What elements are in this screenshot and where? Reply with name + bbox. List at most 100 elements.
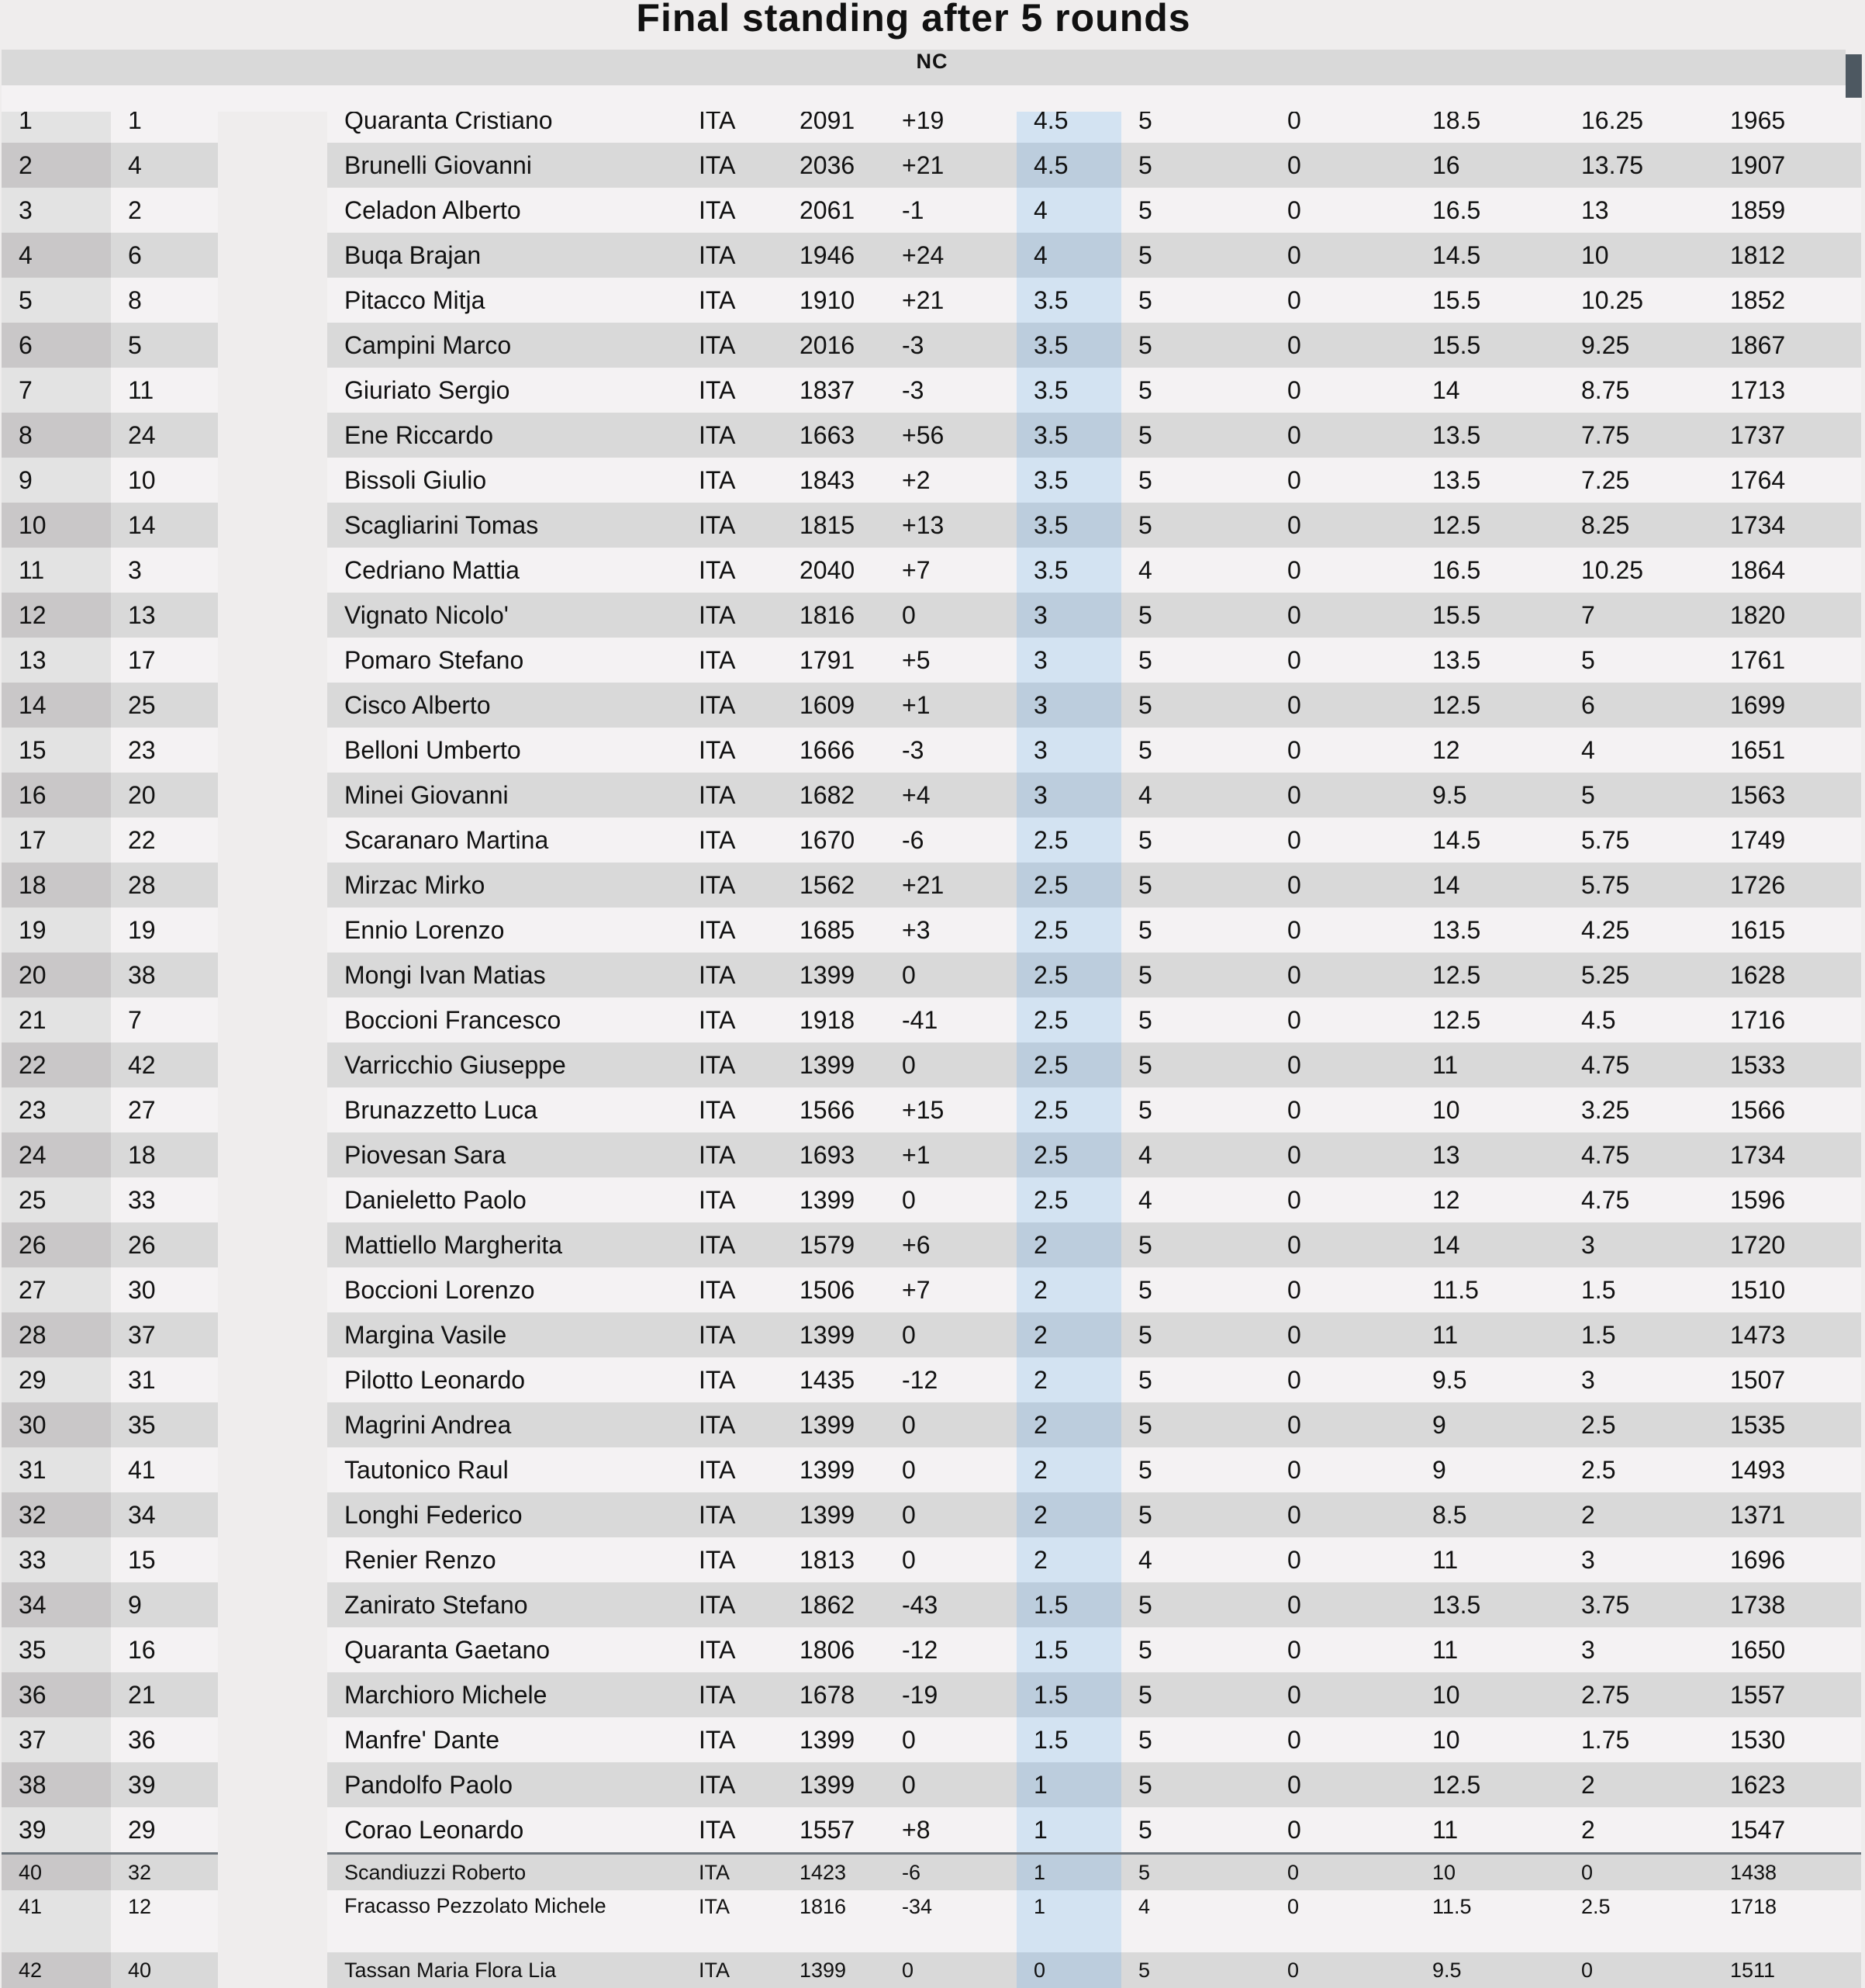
cell-name: Ene Riccardo <box>327 413 682 458</box>
table-row: 24CNBrunelli GiovanniITA2036+214.5501613… <box>2 50 1861 188</box>
cell-rtg-diff: +21 <box>885 863 1017 908</box>
cell-rep: 5 <box>1121 638 1270 683</box>
cell-rtg-diff: -6 <box>885 1852 1017 1890</box>
cell-rtg-diff: +5 <box>885 638 1017 683</box>
cell-rep: 5 <box>1121 1222 1270 1267</box>
cell-rep: 5 <box>1121 188 1270 233</box>
cell-apro: 1507 <box>1713 1357 1861 1402</box>
cell-name: Giuriato Sergio <box>327 368 682 413</box>
table-row: 349CNZanirato StefanoITA1862-431.55013.5… <box>2 50 1861 1627</box>
cell-rep: 5 <box>1121 908 1270 953</box>
cell-deap: 0 <box>1270 908 1415 953</box>
cell-name: Scaranaro Martina <box>327 818 682 863</box>
table-row: 26262NMattiello MargheritaITA1579+625014… <box>2 50 1861 1267</box>
cell-name: Zanirato Stefano <box>327 1582 682 1627</box>
cell-pts: 0 <box>1017 1952 1121 1988</box>
table-row: 2171NBoccioni FrancescoITA1918-412.55012… <box>2 50 1861 1042</box>
table-row: 65CNCampini MarcoITA2016-33.55015.59.251… <box>2 50 1861 368</box>
cell-pts: 3.5 <box>1017 458 1121 503</box>
cell-fed: ITA <box>682 1492 782 1537</box>
cell-pts: 4 <box>1017 188 1121 233</box>
cell-title: NC <box>2 50 1846 85</box>
cell-num: 32 <box>111 1852 218 1890</box>
cell-sb: 6 <box>1564 683 1713 728</box>
cell-rep: 4 <box>1121 773 1270 818</box>
cell-num: 29 <box>111 1807 218 1854</box>
cell-num: 9 <box>111 1582 218 1627</box>
table-row: 18282NMirzac MirkoITA1562+212.550145.751… <box>2 50 1861 908</box>
cell-bh: 9 <box>1415 1447 1564 1492</box>
cell-rtg: 1399 <box>782 1312 885 1357</box>
cell-rep: 5 <box>1121 1357 1270 1402</box>
cell-num: 15 <box>111 1537 218 1582</box>
cell-rank: 16 <box>2 773 111 818</box>
cell-pts: 1 <box>1017 1852 1121 1890</box>
cell-rep: 5 <box>1121 143 1270 188</box>
cell-sb: 4.5 <box>1564 997 1713 1042</box>
cell-rtg: 1862 <box>782 1582 885 1627</box>
cell-sb: 5 <box>1564 773 1713 818</box>
cell-fed: ITA <box>682 1312 782 1357</box>
cell-fed: ITA <box>682 1357 782 1402</box>
cell-deap: 0 <box>1270 278 1415 323</box>
cell-sb: 2 <box>1564 1762 1713 1807</box>
cell-bh: 16.5 <box>1415 548 1564 593</box>
cell-deap: 0 <box>1270 1222 1415 1267</box>
cell-fed: ITA <box>682 593 782 638</box>
cell-apro: 1859 <box>1713 188 1861 233</box>
cell-rtg-diff: 0 <box>885 1042 1017 1087</box>
cell-apro: 1749 <box>1713 818 1861 863</box>
cell-fed: ITA <box>682 1852 782 1890</box>
cell-apro: 1738 <box>1713 1582 1861 1627</box>
cell-rank: 40 <box>2 1852 111 1890</box>
cell-fed: ITA <box>682 773 782 818</box>
cell-name: Varricchio Giuseppe <box>327 1042 682 1087</box>
cell-rank: 26 <box>2 1222 111 1267</box>
cell-pts: 3.5 <box>1017 413 1121 458</box>
cell-rank: 33 <box>2 1537 111 1582</box>
cell-fed: ITA <box>682 1627 782 1672</box>
cell-rank: 4 <box>2 233 111 278</box>
cell-apro: 1535 <box>1713 1402 1861 1447</box>
cell-sb: 13.75 <box>1564 143 1713 188</box>
cell-rtg: 1678 <box>782 1672 885 1717</box>
cell-apro: 1566 <box>1713 1087 1861 1132</box>
cell-num: 4 <box>111 143 218 188</box>
cell-deap: 0 <box>1270 1537 1415 1582</box>
cell-rtg-diff: +13 <box>885 503 1017 548</box>
cell-fed: ITA <box>682 233 782 278</box>
cell-name: Cisco Alberto <box>327 683 682 728</box>
cell-rank: 35 <box>2 1627 111 1672</box>
cell-rep: 4 <box>1121 1537 1270 1582</box>
cell-rep: 5 <box>1121 1627 1270 1672</box>
cell-pts: 3.5 <box>1017 323 1121 368</box>
cell-bh: 14 <box>1415 1222 1564 1267</box>
cell-name: Corao Leonardo <box>327 1807 682 1854</box>
cell-rank: 6 <box>2 323 111 368</box>
cell-sb: 4.75 <box>1564 1042 1713 1087</box>
cell-rtg-diff: -6 <box>885 818 1017 863</box>
cell-rtg: 1816 <box>782 593 885 638</box>
cell-sb: 7.25 <box>1564 458 1713 503</box>
cell-deap: 0 <box>1270 1177 1415 1222</box>
cell-name: Vignato Nicolo' <box>327 593 682 638</box>
cell-fed: ITA <box>682 413 782 458</box>
cell-rep: 5 <box>1121 368 1270 413</box>
cell-rtg-diff: -19 <box>885 1672 1017 1717</box>
cell-rank: 17 <box>2 818 111 863</box>
cell-sb: 3.25 <box>1564 1087 1713 1132</box>
cell-bh: 13.5 <box>1415 1582 1564 1627</box>
cell-num: 38 <box>111 953 218 997</box>
cell-rank: 7 <box>2 368 111 413</box>
table-row: 27303NBoccioni LorenzoITA1506+725011.51.… <box>2 50 1861 1312</box>
page-title: Final standing after 5 rounds <box>636 0 1191 40</box>
table-row: 2038NCMongi Ivan MatiasITA139902.55012.5… <box>2 50 1861 997</box>
cell-rtg: 1399 <box>782 1402 885 1447</box>
cell-deap: 0 <box>1270 818 1415 863</box>
standings-table: RankNum.TitleNameFed.Rtg.Rtg.+/-Pts.REPD… <box>2 50 1862 1988</box>
cell-deap: 0 <box>1270 1582 1415 1627</box>
cell-deap: 0 <box>1270 323 1415 368</box>
cell-rep: 5 <box>1121 1042 1270 1087</box>
